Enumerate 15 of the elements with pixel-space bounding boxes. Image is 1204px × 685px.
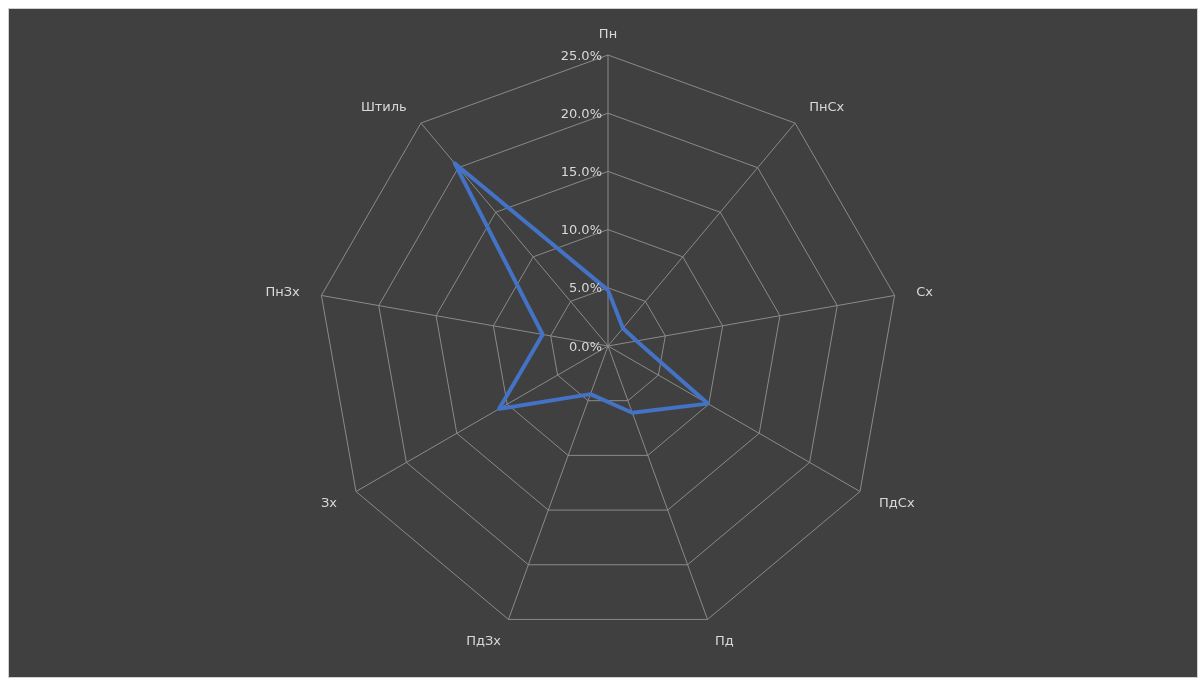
spoke-label: Зх <box>320 495 338 511</box>
spoke-label: ПнСх <box>809 98 845 114</box>
y-tick-label: 5.0% <box>568 280 602 296</box>
spoke-label: ПдЗх <box>466 632 502 648</box>
spoke-label: ПнЗх <box>265 284 301 300</box>
spoke-label: Пн <box>598 25 618 41</box>
spoke-label: Сх <box>916 284 934 300</box>
spoke-label: Штиль <box>360 98 407 114</box>
y-tick-label: 15.0% <box>560 163 602 179</box>
y-tick-label: 25.0% <box>560 47 602 63</box>
spoke-label: Пд <box>715 632 734 648</box>
y-tick-label: 10.0% <box>560 222 602 238</box>
y-tick-label: 20.0% <box>560 105 602 121</box>
y-tick-label: 0.0% <box>568 338 602 354</box>
spoke-label: ПдСх <box>879 495 915 511</box>
